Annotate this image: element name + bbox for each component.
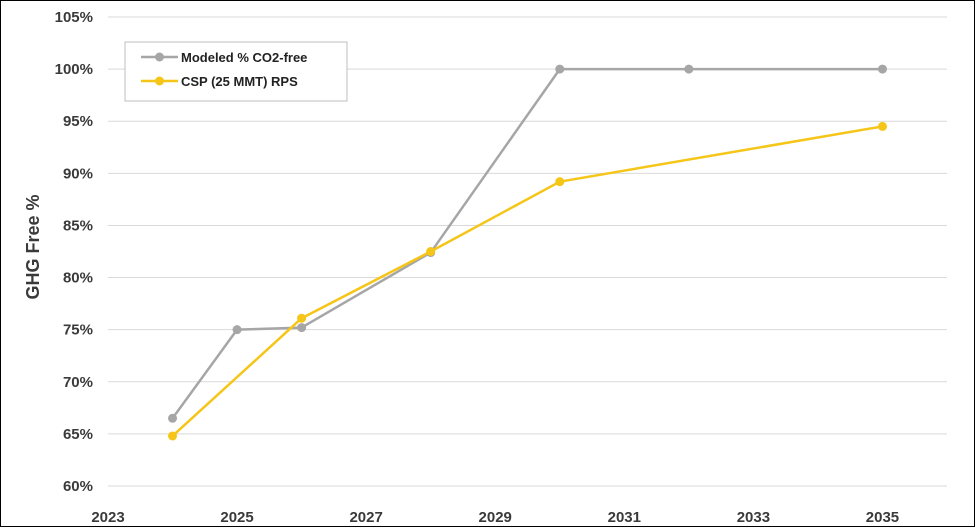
series-1 xyxy=(168,64,887,423)
data-point xyxy=(168,413,178,423)
x-axis-ticks: 2023 2025 2027 2029 2031 2033 2035 xyxy=(91,509,899,526)
legend-marker xyxy=(155,76,164,86)
data-point xyxy=(877,121,887,131)
x-tick-label: 2035 xyxy=(866,509,899,526)
data-point xyxy=(684,64,694,74)
data-point xyxy=(426,247,436,256)
legend-label: Modeled % CO2-free xyxy=(181,50,307,65)
y-axis-title: GHG Free % xyxy=(23,194,43,299)
x-tick-label: 2023 xyxy=(91,509,124,526)
y-tick-label: 95% xyxy=(63,113,93,130)
legend-marker xyxy=(155,52,164,62)
legend-box xyxy=(124,41,348,102)
series-2 xyxy=(168,121,887,441)
data-point xyxy=(877,64,887,74)
series-group xyxy=(168,64,887,441)
x-tick-label: 2033 xyxy=(737,509,770,526)
y-tick-label: 75% xyxy=(63,322,93,339)
data-point xyxy=(297,313,307,323)
legend-label: CSP (25 MMT) RPS xyxy=(181,74,298,89)
data-point xyxy=(297,323,307,333)
x-tick-label: 2027 xyxy=(349,509,382,526)
gridlines xyxy=(108,16,947,435)
data-point xyxy=(555,177,565,187)
x-tick-label: 2025 xyxy=(220,509,253,526)
y-tick-label: 90% xyxy=(63,165,93,182)
y-tick-label: 105% xyxy=(55,9,93,26)
data-point xyxy=(555,64,565,74)
x-tick-label: 2031 xyxy=(608,509,641,526)
y-axis-ticks: 60% 65% 70% 75% 80% 85% 90% 95% 100% 105% xyxy=(55,9,93,495)
legend: Modeled % CO2-free CSP (25 MMT) RPS xyxy=(124,41,348,102)
y-tick-label: 60% xyxy=(63,478,93,495)
y-tick-label: 65% xyxy=(63,426,93,443)
x-tick-label: 2029 xyxy=(479,509,512,526)
y-tick-label: 85% xyxy=(63,217,93,234)
y-tick-label: 80% xyxy=(63,270,93,287)
data-point xyxy=(168,431,178,441)
data-point xyxy=(232,325,242,335)
y-tick-label: 70% xyxy=(63,374,93,391)
y-tick-label: 100% xyxy=(55,61,93,78)
